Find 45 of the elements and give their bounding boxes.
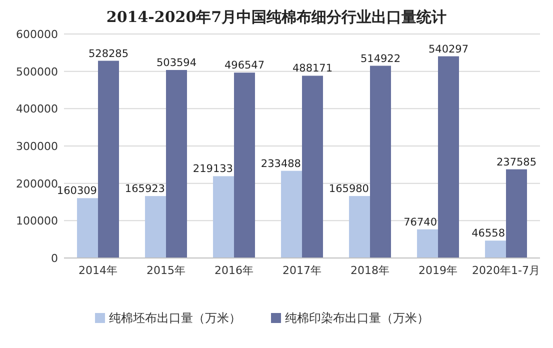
x-tick-label: 2018年 (350, 264, 390, 277)
y-tick-label: 200000 (16, 177, 58, 190)
x-tick-label: 2017年 (282, 264, 322, 277)
data-label: 540297 (428, 43, 469, 56)
y-tick-label: 400000 (16, 102, 58, 116)
data-label: 219133 (192, 163, 233, 176)
y-tick-label: 600000 (16, 28, 58, 41)
bar (485, 240, 506, 258)
y-tick-label: 500000 (16, 65, 58, 78)
legend-label: 纯棉印染布出口量（万米） (285, 311, 429, 325)
bar (417, 229, 438, 258)
data-label: 514922 (360, 52, 401, 65)
legend-label: 纯棉坯布出口量（万米） (109, 311, 241, 325)
data-label: 528285 (88, 48, 129, 60)
bar (302, 76, 323, 258)
bar (506, 169, 527, 258)
data-label: 165980 (328, 183, 369, 196)
bar (281, 170, 302, 258)
bar (370, 66, 391, 258)
bar (234, 72, 255, 258)
data-label: 503594 (156, 56, 197, 69)
x-tick-label: 2015年 (146, 264, 186, 277)
bar (438, 56, 459, 258)
data-label: 496547 (224, 60, 265, 72)
y-tick-label: 0 (51, 252, 58, 265)
y-tick-label: 100000 (16, 214, 58, 228)
data-label: 233488 (260, 158, 301, 170)
bar (145, 196, 166, 258)
bar (77, 198, 98, 258)
chart-title: 2014-2020年7月中国纯棉布细分行业出口量统计 (106, 8, 447, 26)
bar (213, 176, 234, 258)
data-label: 237585 (496, 156, 537, 168)
y-tick-label: 300000 (16, 140, 58, 153)
data-label: 165923 (124, 183, 165, 196)
x-tick-label: 2016年 (214, 264, 254, 277)
x-tick-label: 2020年1-7月 (472, 264, 540, 277)
bar (98, 60, 119, 258)
data-label: 160309 (56, 185, 97, 198)
data-label: 46558 (472, 228, 505, 240)
data-label: 76740 (404, 216, 437, 228)
bar (349, 196, 370, 258)
data-label: 488171 (292, 62, 333, 75)
bar (166, 70, 187, 258)
x-tick-label: 2014年 (78, 264, 118, 277)
x-tick-label: 2019年 (418, 264, 458, 277)
